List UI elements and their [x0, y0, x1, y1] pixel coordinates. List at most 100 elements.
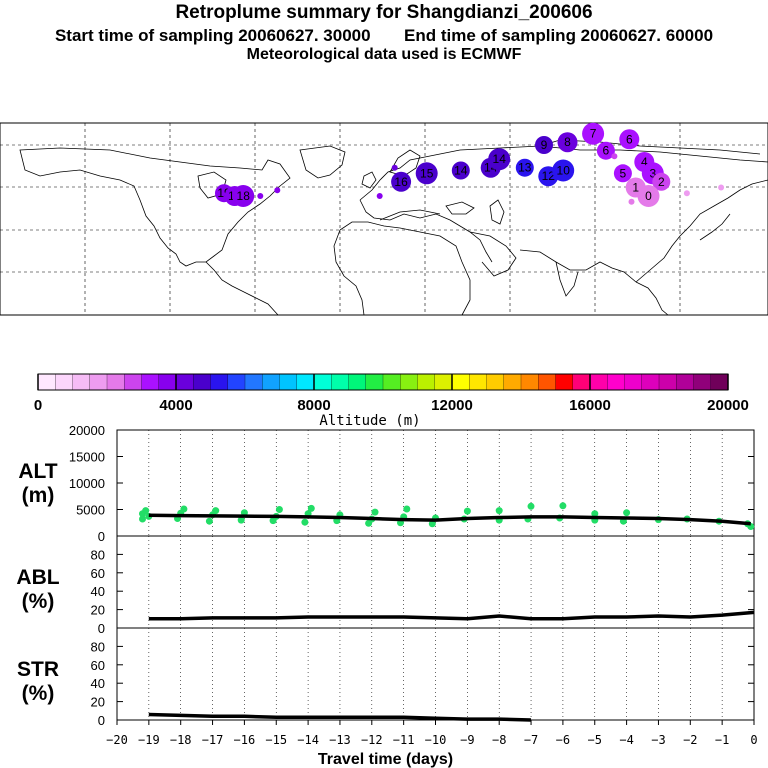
coast-india	[519, 249, 637, 283]
colorbar-cell	[417, 373, 436, 391]
coast-black-sea	[445, 201, 475, 215]
met-data-label: Meteorological data used is ECMWF	[246, 46, 522, 63]
panel-ylabel: (%)	[22, 682, 55, 705]
colorbar-cell	[296, 373, 315, 391]
coast-japan	[699, 213, 731, 241]
colorbar-cell	[520, 373, 539, 391]
map-point	[232, 185, 255, 207]
colorbar-cell	[365, 373, 384, 391]
colorbar-cell	[641, 373, 660, 391]
y-tick-label: 40	[91, 676, 105, 691]
coast-india-peninsula	[555, 261, 579, 297]
x-tick-label: 0	[750, 733, 757, 747]
altitude-point	[371, 508, 379, 516]
sampling-times: Start time of sampling 20060627. 30000 E…	[0, 26, 768, 46]
colorbar-tick-label: 0	[34, 397, 42, 414]
altitude-point	[527, 502, 535, 510]
coast-arabia	[469, 231, 517, 277]
series-line	[148, 712, 532, 722]
map-point	[628, 198, 635, 205]
y-tick-label: 20	[91, 695, 105, 710]
colorbar-tick-label: 8000	[297, 397, 330, 414]
x-tick-label: −5	[588, 733, 602, 747]
coast-uk	[361, 171, 377, 189]
map-point-label: 16	[394, 175, 408, 189]
colorbar-tick-label: 4000	[159, 397, 192, 414]
map-point	[391, 171, 412, 192]
coast-africa	[339, 221, 471, 316]
x-tick-label: −19	[138, 733, 160, 747]
altitude-point	[403, 505, 411, 513]
colorbar-label: Altitude (m)	[319, 413, 420, 429]
map-point	[596, 141, 615, 160]
x-tick-label: −2	[683, 733, 697, 747]
x-tick-label: −11	[393, 733, 415, 747]
altitude-point	[559, 502, 567, 510]
colorbar-cell	[555, 373, 574, 391]
map-point-label: 4	[641, 155, 648, 169]
series-line	[148, 610, 755, 621]
map-point-label: 1	[632, 181, 639, 195]
map-point	[552, 159, 575, 182]
colorbar-tick-label: 16000	[569, 397, 611, 414]
colorbar-cell	[624, 373, 643, 391]
colorbar-cell	[589, 373, 608, 391]
colorbar: 0 4000 8000 12000 16000 20000 Altitude (m)	[34, 373, 749, 429]
map-point	[652, 172, 671, 191]
coast-caspian	[489, 199, 505, 225]
colorbar-cell	[710, 373, 729, 391]
colorbar-cell	[451, 373, 470, 391]
map-points: 191818161514141413121098766543210	[215, 122, 725, 207]
y-tick-label: 20000	[69, 423, 105, 438]
x-tick-label: −20	[106, 733, 128, 747]
colorbar-cell	[175, 373, 194, 391]
y-tick-label: 60	[91, 566, 105, 581]
x-tick-label: −3	[651, 733, 665, 747]
map-point	[415, 162, 438, 185]
panel-title: STR	[17, 658, 59, 681]
map-point-label: 14	[493, 152, 507, 166]
colorbar-cell	[72, 373, 91, 391]
altitude-point	[180, 505, 188, 513]
map-point-label: 5	[620, 166, 627, 180]
x-tick-label: −8	[492, 733, 506, 747]
altitude-point	[495, 507, 503, 515]
map-point	[557, 132, 578, 153]
map-point	[637, 185, 660, 207]
colorbar-cell	[503, 373, 522, 391]
coast-north-america	[19, 147, 291, 267]
altitude-point	[212, 507, 220, 515]
altitude-point	[463, 507, 471, 515]
colorbar-cells	[37, 373, 729, 391]
map-point	[515, 158, 534, 177]
map-point	[535, 136, 553, 154]
y-tick-label: 20	[91, 603, 105, 618]
map-point	[683, 190, 690, 197]
x-tick-label: −14	[297, 733, 319, 747]
colorbar-cell	[89, 373, 108, 391]
altitude-point	[142, 507, 150, 515]
map-point	[582, 122, 605, 145]
colorbar-cell	[262, 373, 280, 391]
map-point	[488, 148, 511, 171]
colorbar-cell	[193, 373, 211, 391]
y-tick-label: 0	[98, 621, 105, 636]
colorbar-cell	[693, 373, 712, 391]
x-tick-label: −18	[170, 733, 192, 747]
y-tick-label: 60	[91, 658, 105, 673]
map-point	[611, 153, 618, 160]
x-tick-label: −9	[460, 733, 474, 747]
panel-ylabel: (m)	[22, 484, 55, 507]
colorbar-cell	[227, 373, 246, 391]
x-tick-label: −16	[234, 733, 256, 747]
colorbar-cell	[279, 373, 298, 391]
colorbar-cell	[434, 373, 453, 391]
colorbar-cell	[572, 373, 591, 391]
colorbar-cell	[469, 373, 487, 391]
colorbar-cell	[676, 373, 694, 391]
x-tick-label: −17	[202, 733, 224, 747]
colorbar-cell	[486, 373, 505, 391]
x-tick-label: −12	[361, 733, 383, 747]
map-point	[451, 161, 470, 180]
